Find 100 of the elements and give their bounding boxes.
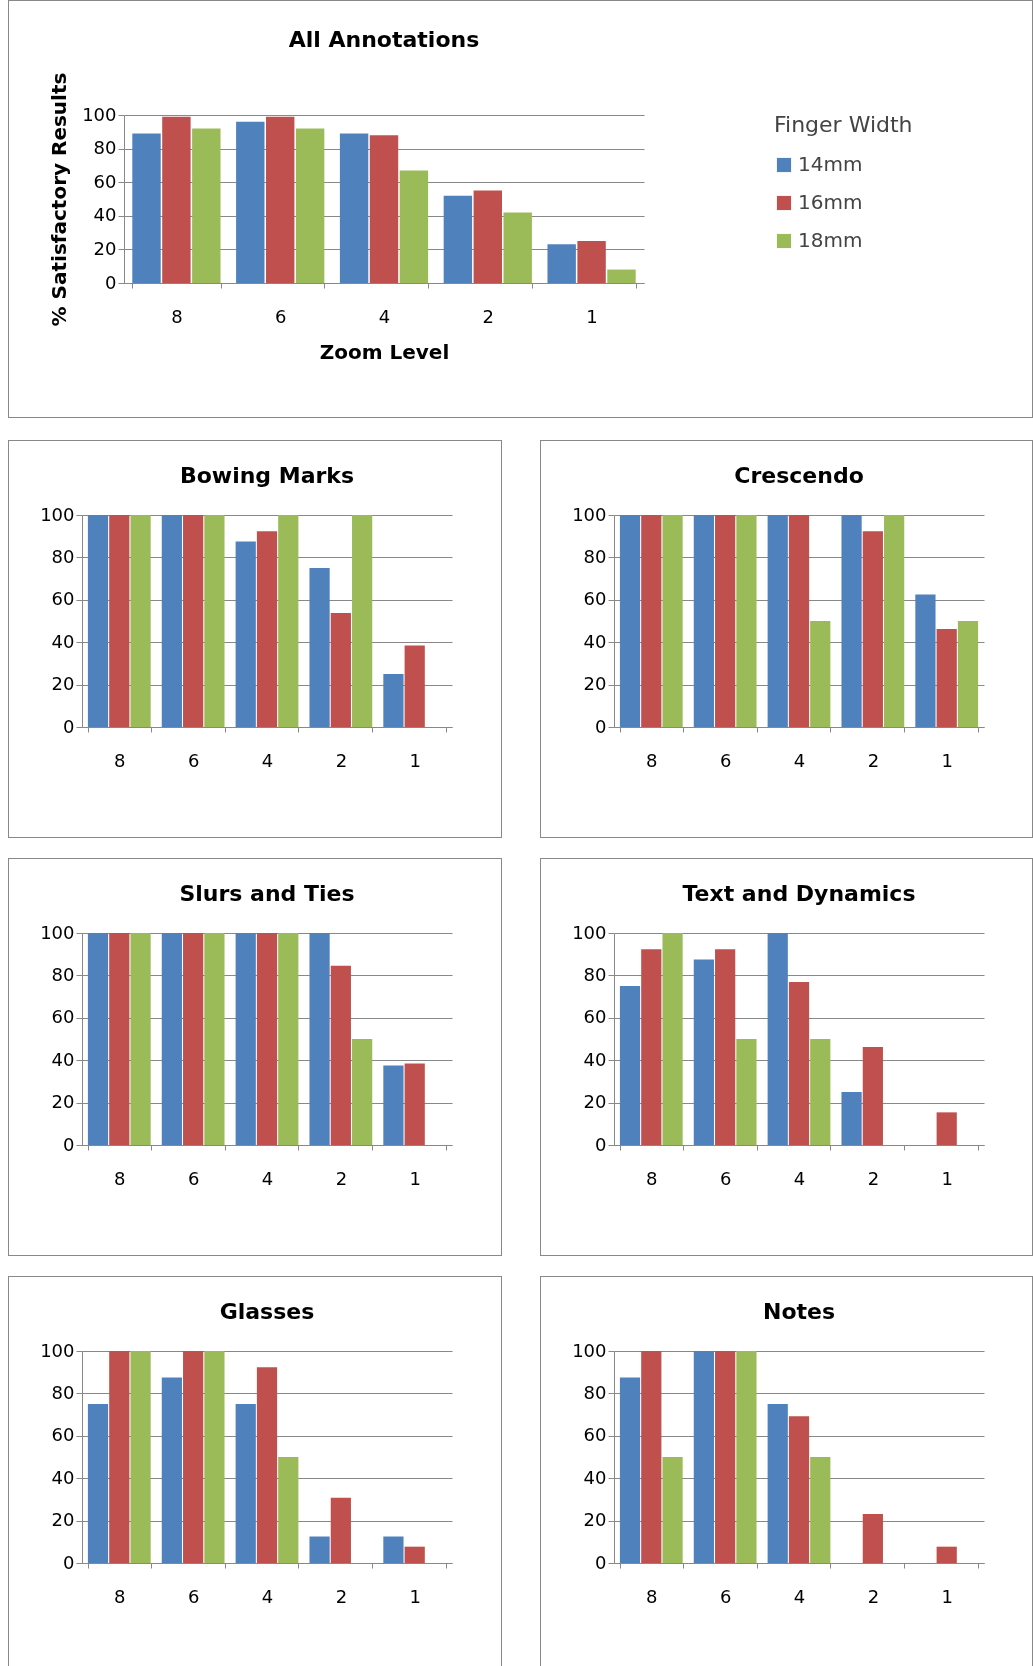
y-tick-label: 60 [583, 1424, 607, 1446]
chart-title: All Annotations [288, 27, 480, 53]
y-tick-label: 80 [51, 1381, 75, 1403]
bar [619, 1377, 641, 1563]
chart-title: Crescendo [734, 463, 864, 488]
x-tick-label: 6 [187, 1585, 200, 1607]
x-tick-label: 2 [482, 305, 495, 327]
x-tick-label: 2 [867, 1167, 880, 1189]
y-tick-label: 40 [583, 1466, 607, 1488]
chart-title: Text and Dynamics [682, 881, 916, 906]
bar [884, 515, 905, 727]
y-tick-label: 20 [93, 237, 117, 259]
bar [810, 1039, 831, 1145]
y-tick-label: 80 [583, 963, 607, 985]
bar [957, 621, 979, 727]
bar [109, 1351, 130, 1563]
bar [352, 515, 373, 727]
chart-title: Slurs and Ties [179, 881, 355, 906]
bar [130, 515, 151, 727]
bar [162, 116, 191, 283]
bar [309, 568, 330, 727]
bar [841, 515, 862, 727]
x-tick-label: 6 [719, 1167, 732, 1189]
x-tick-label: 1 [586, 305, 598, 327]
bar [473, 190, 502, 283]
x-tick-label: 8 [646, 1167, 658, 1189]
bar [662, 515, 683, 727]
bar [715, 515, 736, 727]
bar [503, 212, 532, 283]
bar [641, 949, 662, 1145]
bar [862, 1514, 883, 1563]
bar [130, 1351, 151, 1563]
bar [788, 1416, 810, 1563]
bar [767, 933, 788, 1145]
bar [309, 1536, 330, 1563]
y-tick-label: 20 [51, 673, 75, 695]
x-tick-label: 1 [941, 1167, 953, 1189]
bar [87, 933, 109, 1145]
y-tick-label: 100 [40, 1339, 75, 1361]
bar [87, 1404, 109, 1563]
y-tick-label: 100 [82, 103, 117, 125]
bar [309, 933, 330, 1145]
bar [161, 933, 182, 1145]
bar [369, 135, 399, 283]
bar [936, 1546, 957, 1563]
bar [278, 933, 299, 1145]
bar [607, 269, 636, 283]
chart-title: Glasses [219, 1299, 315, 1324]
x-tick-label: 6 [187, 749, 200, 771]
bar [736, 1351, 757, 1563]
bar [235, 1404, 256, 1563]
y-tick-label: 40 [51, 1048, 75, 1070]
x-tick-label: 4 [378, 305, 391, 327]
bar [330, 965, 351, 1145]
y-tick-label: 100 [40, 921, 75, 943]
bar [256, 531, 278, 727]
x-tick-label: 8 [171, 305, 183, 327]
y-tick-label: 80 [51, 963, 75, 985]
x-tick-label: 2 [335, 1585, 348, 1607]
bar [841, 1092, 862, 1145]
bar [132, 133, 161, 283]
y-tick-label: 40 [51, 1466, 75, 1488]
bar [662, 933, 683, 1145]
y-tick-label: 80 [51, 545, 75, 567]
bar [339, 133, 369, 283]
bar [810, 1457, 831, 1563]
bar [862, 531, 883, 727]
x-tick-label: 1 [941, 749, 953, 771]
x-tick-label: 4 [261, 1167, 274, 1189]
x-tick-label: 4 [793, 749, 806, 771]
y-tick-label: 100 [40, 503, 75, 525]
bar [641, 515, 662, 727]
bar [693, 959, 714, 1145]
x-tick-label: 6 [719, 1585, 732, 1607]
bar [236, 121, 265, 283]
bar [547, 244, 576, 283]
y-tick-label: 80 [93, 137, 117, 159]
bar [256, 1367, 278, 1563]
y-tick-label: 60 [93, 170, 117, 192]
bar [767, 515, 788, 727]
bar [266, 116, 295, 283]
bar [161, 515, 182, 727]
bar [204, 933, 225, 1145]
x-tick-label: 6 [274, 305, 287, 327]
bar [404, 1546, 425, 1563]
bar [399, 170, 429, 283]
y-tick-label: 60 [51, 1006, 75, 1028]
y-tick-label: 20 [583, 1509, 607, 1531]
bar [693, 1351, 714, 1563]
y-tick-label: 0 [63, 1551, 75, 1573]
y-tick-label: 40 [93, 204, 117, 226]
x-tick-label: 1 [409, 1585, 421, 1607]
bar [109, 933, 130, 1145]
x-tick-label: 2 [335, 749, 348, 771]
bar [383, 1536, 404, 1563]
bar [404, 645, 425, 727]
bar [352, 1039, 373, 1145]
y-tick-label: 40 [583, 630, 607, 652]
y-tick-label: 0 [595, 1133, 607, 1155]
y-tick-label: 0 [595, 1551, 607, 1573]
